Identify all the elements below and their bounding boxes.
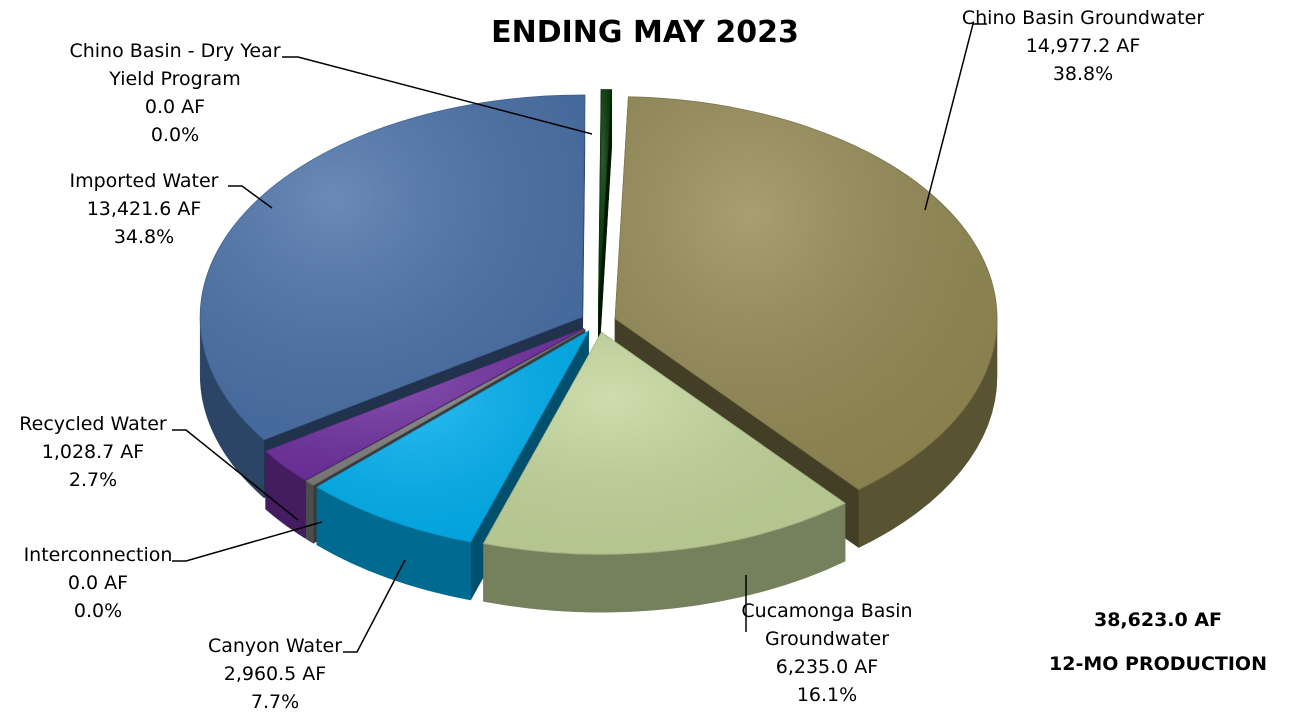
slice-label-name: Yield Program <box>108 68 240 90</box>
pie-slices <box>199 89 998 613</box>
slice-label: Cucamonga Basin Groundwater 6,235.0 AF 16.1… <box>741 600 912 706</box>
slice-label-name: Groundwater <box>765 628 889 650</box>
slice-label: Canyon Water 2,960.5 AF 7.7% <box>208 635 342 713</box>
slice-labels: Chino Basin Groundwater 14,977.2 AF 38.8%C… <box>19 7 1204 713</box>
slice-label: Chino Basin Groundwater 14,977.2 AF 38.8% <box>962 7 1204 85</box>
slice-label-name: Imported Water <box>69 170 218 192</box>
slice-label-percent: 0.0% <box>74 600 122 622</box>
slice-label-percent: 16.1% <box>797 684 857 706</box>
slice-label-name: Chino Basin - Dry Year <box>69 40 280 62</box>
slice-label-percent: 2.7% <box>69 469 117 491</box>
leader-line <box>228 185 273 209</box>
slice-label-value: 14,977.2 AF <box>1026 35 1141 57</box>
slice-label-percent: 34.8% <box>114 226 174 248</box>
leader-lines <box>172 23 987 653</box>
slice-label: Imported Water 13,421.6 AF 34.8% <box>69 170 218 248</box>
slice-label-name: Cucamonga Basin <box>741 600 912 622</box>
total-production-label: 12-MO PRODUCTION <box>1049 653 1267 675</box>
slice-label-percent: 0.0% <box>151 124 199 146</box>
pie-slice <box>597 89 613 370</box>
slice-label-percent: 7.7% <box>251 691 299 713</box>
leader-line <box>924 23 987 211</box>
slice-label-value: 0.0 AF <box>68 572 128 594</box>
total-production-value: 38,623.0 AF <box>1094 609 1222 631</box>
slice-label-value: 0.0 AF <box>145 96 205 118</box>
leader-line <box>172 429 299 521</box>
slice-label-value: 6,235.0 AF <box>776 656 879 678</box>
slice-label-value: 13,421.6 AF <box>87 198 202 220</box>
pie-slice <box>482 331 846 613</box>
slice-label: Interconnection 0.0 AF 0.0% <box>24 544 173 622</box>
pie-slice <box>614 96 998 549</box>
slice-label: Chino Basin - Dry Year Yield Program 0.0 A… <box>69 40 280 146</box>
chart-title: ENDING MAY 2023 <box>491 15 799 50</box>
slice-label-percent: 38.8% <box>1053 63 1113 85</box>
slice-label: Recycled Water 1,028.7 AF 2.7% <box>19 413 167 491</box>
slice-label-name: Canyon Water <box>208 635 342 657</box>
leader-line <box>172 521 323 562</box>
leader-line <box>282 56 593 135</box>
slice-label-name: Interconnection <box>24 544 173 566</box>
slice-label-value: 2,960.5 AF <box>224 663 327 685</box>
slice-label-value: 1,028.7 AF <box>42 441 145 463</box>
slice-label-name: Chino Basin Groundwater <box>962 7 1204 29</box>
slice-label-name: Recycled Water <box>19 413 167 435</box>
leader-line <box>343 559 406 653</box>
